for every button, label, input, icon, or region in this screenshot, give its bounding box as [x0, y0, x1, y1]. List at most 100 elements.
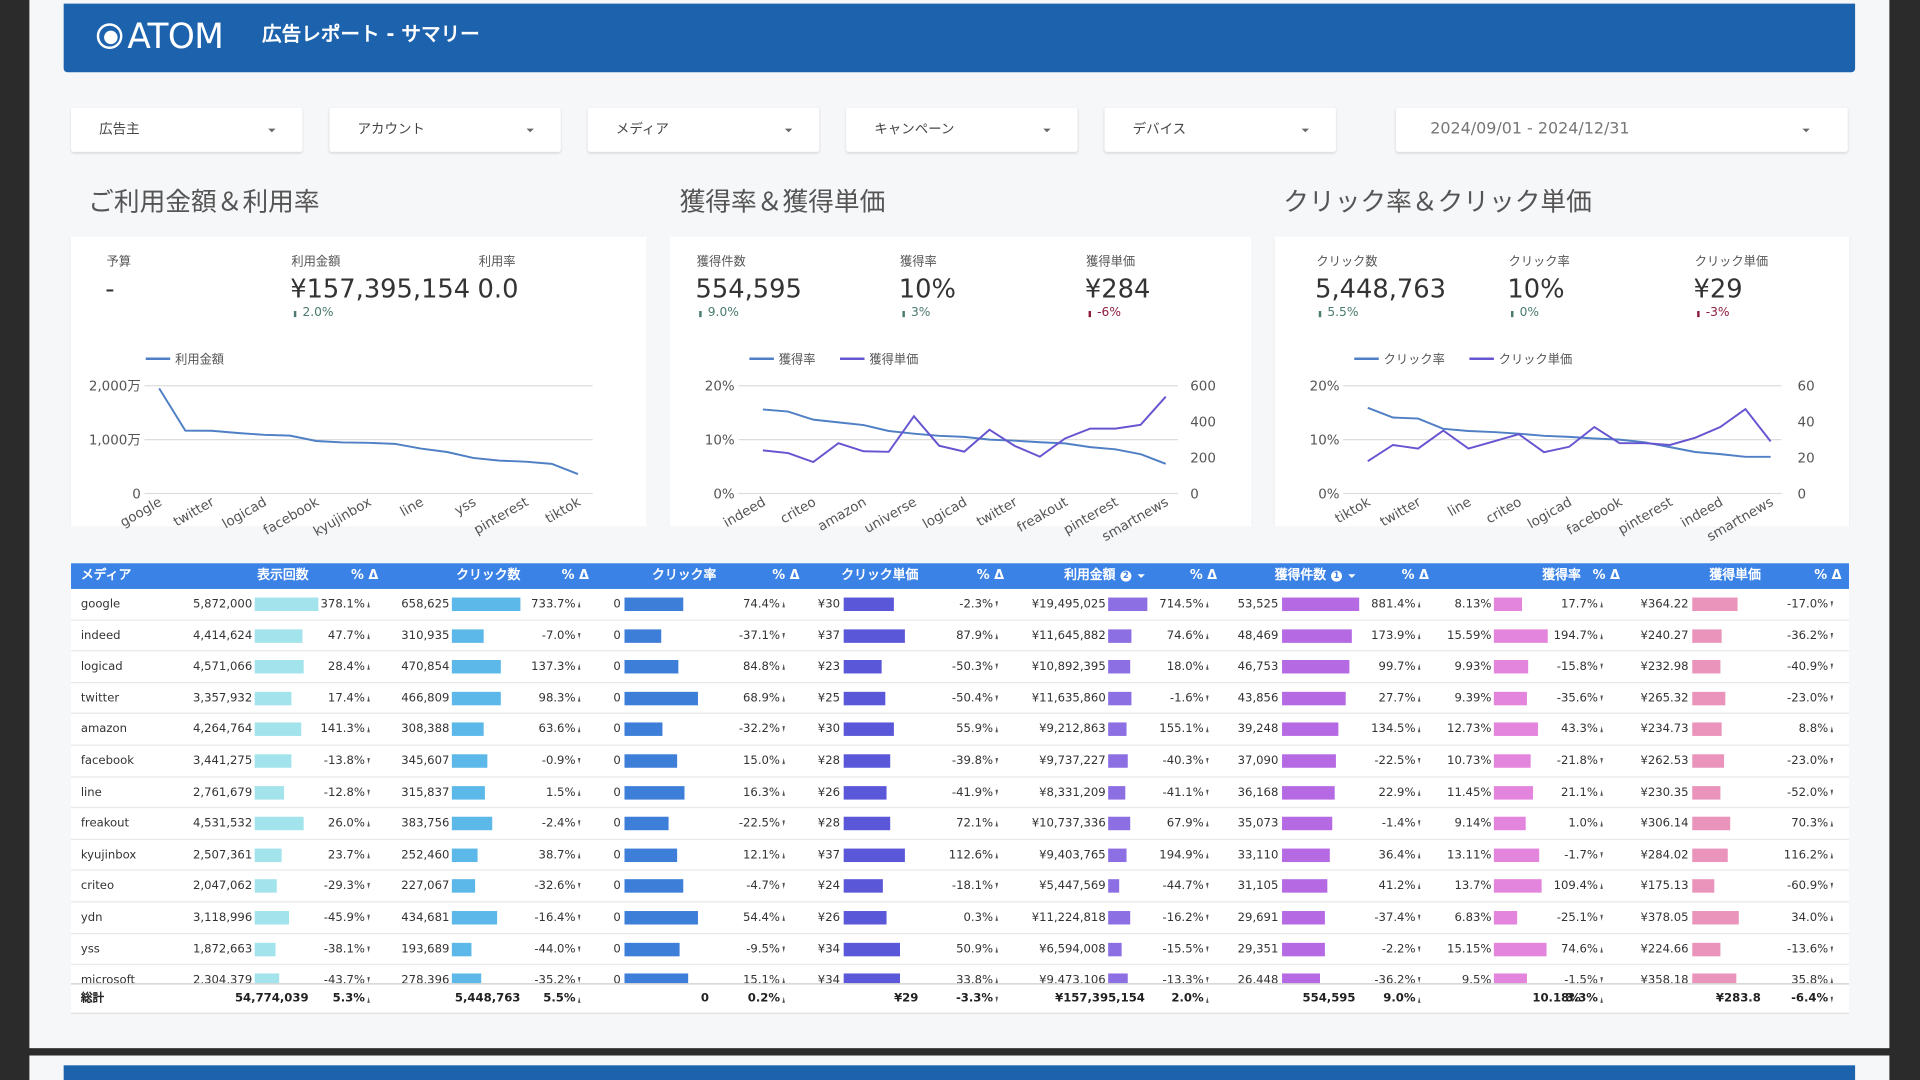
- metric-bar: [624, 816, 670, 831]
- metric-bar: [843, 722, 894, 737]
- logo-icon-dot: [103, 30, 117, 44]
- percent-change: 43.3%: [1560, 722, 1598, 737]
- percent-change: -60.9%: [1787, 879, 1829, 894]
- legend-label: クリック単価: [1499, 353, 1572, 367]
- metric-bar: [451, 597, 521, 612]
- total-value: 10.18%: [1532, 991, 1581, 1006]
- metric-value: ¥19,495,025: [1031, 597, 1106, 612]
- percent-change: 194.9%: [1159, 848, 1204, 862]
- percent-change: 733.7%: [531, 597, 576, 612]
- percent-change: 27.7%: [1378, 691, 1416, 706]
- metric-value: 0: [613, 848, 621, 862]
- change-arrow: [577, 601, 581, 608]
- percent-change: -18.1%: [951, 879, 994, 894]
- change-arrow: [577, 996, 581, 1003]
- change-arrow: [577, 726, 581, 733]
- percent-change: 1.0%: [1568, 816, 1598, 831]
- metric-value: ¥262.53: [1640, 754, 1689, 768]
- date-picker[interactable]: 2024/09/01 - 2024/12/31: [1395, 107, 1848, 152]
- x-tick-label: criteo: [1484, 495, 1525, 527]
- change-arrow: [577, 789, 581, 796]
- total-value: 54,774,039: [234, 991, 309, 1006]
- percent-change: -44.7%: [1162, 879, 1204, 894]
- percent-change: 194.7%: [1553, 628, 1598, 643]
- metric-value: 9.5%: [1461, 973, 1492, 984]
- percent-change: 15.0%: [743, 754, 780, 768]
- table-total: 総計 54,774,039 5.3% 5,448,763 5.5% 0 0.2% ¥29 -3.…: [71, 983, 1849, 1014]
- metric-bar: [624, 660, 679, 674]
- percent-change: 109.4%: [1553, 879, 1598, 894]
- total-value: ¥29: [894, 991, 919, 1006]
- filter-dropdown[interactable]: デバイス: [1104, 107, 1336, 152]
- column-header: % Δ: [976, 568, 1005, 583]
- change-arrow: [1600, 757, 1603, 765]
- percent-change: 21.1%: [1560, 785, 1598, 800]
- total-value: 0: [700, 991, 709, 1006]
- percent-change: 155.1%: [1159, 722, 1204, 737]
- filter-dropdown[interactable]: アカウント: [329, 107, 561, 152]
- metric-value: 15.15%: [1447, 942, 1492, 956]
- kpi-value: 554,595: [695, 274, 802, 304]
- total-value: ¥157,395,154: [1055, 991, 1145, 1006]
- percent-change: -25.1%: [1556, 911, 1598, 925]
- filter-dropdown[interactable]: キャンペーン: [846, 107, 1078, 152]
- kpi-delta: 2.0%: [302, 306, 334, 320]
- kpi-value: ¥284: [1084, 274, 1151, 304]
- change-arrow: [367, 726, 370, 733]
- change-arrow: [995, 914, 998, 921]
- metric-value: 0: [613, 911, 621, 925]
- filter-dropdown[interactable]: メディア: [587, 107, 820, 152]
- metric-value: 310,935: [401, 628, 450, 643]
- metric-value: 9.39%: [1454, 691, 1492, 706]
- table-row: amazon 4,264,764 141.3% 308,388 63.6% 0 -32.2%…: [71, 714, 1849, 746]
- percent-change: 22.9%: [1378, 785, 1416, 800]
- metric-bar: [624, 973, 689, 984]
- metric-value: ¥378.05: [1640, 911, 1689, 925]
- kpi-delta: -3%: [1705, 306, 1730, 320]
- metric-bar: [1108, 785, 1125, 800]
- percent-change: 23.7%: [327, 848, 365, 862]
- metric-bar: [1692, 691, 1725, 706]
- media-name: criteo: [80, 879, 115, 894]
- metric-bar: [1493, 973, 1527, 984]
- percent-change: -35.2%: [534, 973, 576, 984]
- change-arrow: [782, 977, 785, 984]
- metric-bar: [451, 691, 501, 706]
- column-header: 獲得単価: [1709, 568, 1761, 583]
- metric-bar: [451, 754, 488, 768]
- change-arrow: [1417, 914, 1421, 921]
- metric-bar: [843, 973, 900, 984]
- percent-change: -52.0%: [1787, 785, 1829, 800]
- metric-value: ¥26: [817, 785, 840, 800]
- metric-value: 658,625: [401, 597, 450, 612]
- table-row: yss 1,872,663 -38.1% 193,689 -44.0% 0 -9.5% ¥34…: [71, 934, 1849, 966]
- metric-value: 12.73%: [1447, 722, 1492, 737]
- metric-value: ¥284.02: [1640, 848, 1689, 862]
- change-arrow: [1600, 726, 1603, 733]
- metric-value: 0: [613, 879, 621, 894]
- change-arrow: [1206, 632, 1209, 639]
- metric-value: 0: [613, 691, 621, 706]
- metric-value: ¥11,645,882: [1031, 628, 1106, 643]
- percent-change: 54.4%: [743, 911, 780, 925]
- metric-value: ¥175.13: [1640, 879, 1689, 894]
- filter-dropdown[interactable]: 広告主: [71, 107, 303, 152]
- change-arrow: [367, 695, 370, 702]
- change-arrow: [1206, 914, 1209, 921]
- change-arrow: [995, 695, 998, 702]
- x-tick-label: criteo: [778, 495, 819, 527]
- logo-icon: [96, 23, 123, 49]
- percent-change: -4.7%: [746, 879, 780, 894]
- metric-bar: [1282, 942, 1325, 956]
- change-arrow: [1417, 632, 1421, 639]
- percent-change: 38.7%: [538, 848, 576, 862]
- report-title: 広告レポート - サマリー: [262, 22, 480, 46]
- y-tick-label: 20%: [705, 380, 735, 395]
- change-arrow: [782, 757, 785, 765]
- percent-change: -32.6%: [534, 879, 576, 894]
- percent-change: 1.5%: [545, 785, 576, 800]
- metric-bar: [624, 911, 698, 925]
- x-tick-label: logicad: [921, 495, 970, 532]
- x-tick-label: yss: [452, 495, 479, 519]
- date-range: 2024/09/01 - 2024/12/31: [1430, 120, 1630, 139]
